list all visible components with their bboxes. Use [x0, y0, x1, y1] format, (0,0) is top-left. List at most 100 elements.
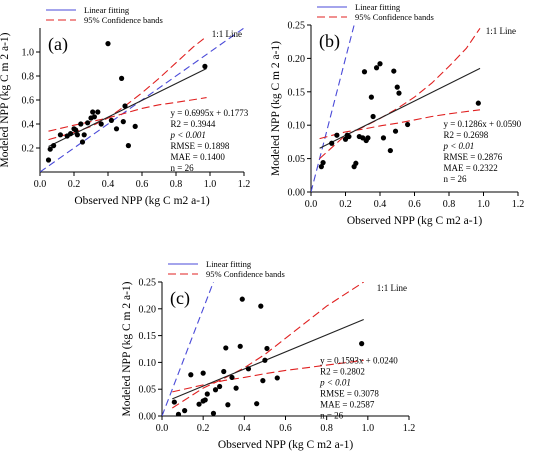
data-point — [475, 100, 481, 106]
one-to-one-line — [162, 282, 215, 416]
data-point — [329, 140, 335, 146]
y-axis-title: Modeled NPP (kg C m 2 a-1) — [0, 32, 11, 167]
data-point — [122, 103, 128, 109]
stat-line: R2 = 0.2802 — [320, 367, 365, 377]
data-point — [260, 378, 266, 384]
x-tick-label: 0.4 — [374, 199, 387, 210]
stat-line: R2 = 0.3944 — [171, 119, 216, 129]
x-tick-label: 1.0 — [477, 199, 490, 210]
y-tick-label: 0.6 — [22, 96, 35, 107]
x-tick-label: 0.8 — [443, 199, 456, 210]
legend-label-linear: Linear fitting — [84, 5, 130, 15]
y-tick-label: 0.4 — [22, 120, 35, 131]
data-point — [120, 119, 126, 125]
data-point — [182, 408, 188, 414]
confidence-band-upper — [319, 27, 481, 160]
data-point — [74, 132, 80, 138]
x-tick-label: 0.8 — [320, 423, 333, 434]
stat-line: p < 0.01 — [319, 378, 351, 388]
confidence-band-upper — [48, 35, 207, 141]
data-point — [239, 296, 245, 302]
y-tick-label: 0.15 — [139, 331, 157, 342]
data-point — [334, 132, 340, 138]
data-point — [396, 90, 402, 96]
y-axis-title: Modeled NPP (kg C m 2 a-1) — [270, 41, 282, 176]
x-tick-label: 1.0 — [204, 179, 217, 190]
one-to-one-label: 1:1 Line — [486, 26, 516, 36]
data-point — [90, 109, 96, 115]
data-point — [359, 341, 365, 347]
data-point — [132, 123, 138, 129]
chart-panel-3: 0.0 0.2 0.4 0.6 0.8 1.0 1.2 0.00 0.05 0.10 0.15 0.2… — [121, 259, 416, 451]
data-point — [353, 160, 359, 166]
y-axis-title: Modeled NPP (kg C m 2 a-1) — [121, 281, 133, 416]
x-tick-label: 0.0 — [156, 423, 169, 434]
one-to-one-label: 1:1 Line — [212, 29, 242, 39]
stat-line: n = 26 — [320, 411, 344, 421]
x-tick-label: 0.0 — [34, 179, 47, 190]
plot-content — [162, 282, 365, 416]
data-point — [113, 126, 120, 132]
stat-line: p < 0.01 — [442, 141, 474, 151]
y-tick-label: 0.10 — [139, 358, 157, 369]
one-to-one-label: 1:1 Line — [377, 283, 407, 293]
data-point — [47, 146, 53, 152]
data-point — [361, 69, 368, 75]
x-tick-label: 1.2 — [403, 423, 416, 434]
data-point — [105, 41, 111, 47]
legend-label-bands: 95% Confidence bands — [84, 15, 163, 25]
data-point — [223, 345, 229, 351]
legend-label-linear: Linear fitting — [355, 2, 401, 12]
x-tick-label: 1.2 — [238, 179, 251, 190]
data-point — [237, 343, 243, 349]
stat-line: p < 0.001 — [170, 130, 206, 140]
x-tick-label: 0.2 — [68, 179, 81, 190]
y-tick-label: 0.05 — [139, 385, 157, 396]
x-axis-title: Observed NPP (kg C m2 a-1) — [347, 215, 482, 227]
stat-line: RMSE = 0.3078 — [320, 389, 379, 399]
data-point — [78, 121, 84, 127]
chart-panel-2: 0.0 0.2 0.4 0.6 0.8 1.0 1.2 0.00 0.05 0.10 0.15 0.2… — [270, 2, 524, 227]
data-point — [229, 374, 235, 381]
data-point — [68, 131, 74, 137]
data-point — [210, 410, 217, 416]
data-point — [318, 164, 324, 170]
x-tick-label: 0.2 — [197, 423, 210, 434]
stat-line: y = 0.1593x + 0.0240 — [320, 356, 398, 366]
panel-label: (c) — [170, 288, 190, 309]
y-tick-label: 0.25 — [139, 278, 157, 289]
x-tick-label: 0.0 — [305, 199, 318, 210]
stat-line: n = 26 — [443, 174, 467, 184]
data-point — [79, 139, 86, 145]
data-point — [365, 135, 371, 141]
data-point — [370, 113, 376, 120]
data-point — [394, 84, 400, 90]
data-point — [233, 385, 239, 391]
data-point — [196, 401, 202, 407]
panel-label: (a) — [48, 34, 68, 55]
stat-line: MAE = 0.2587 — [320, 400, 375, 410]
stat-line: MAE = 0.2322 — [443, 163, 497, 173]
y-tick-label: 0.15 — [288, 87, 306, 98]
stat-line: y = 0.6995x + 0.1773 — [171, 108, 249, 118]
plot-content — [311, 25, 481, 192]
data-point — [225, 402, 231, 408]
x-tick-label: 1.0 — [362, 423, 375, 434]
x-tick-label: 0.4 — [102, 179, 115, 190]
y-tick-label: 0.00 — [139, 412, 157, 423]
data-point — [119, 75, 125, 81]
legend-label-linear: Linear fitting — [206, 259, 252, 269]
y-tick-label: 0.10 — [288, 121, 306, 132]
y-tick-label: 0.20 — [139, 304, 157, 315]
data-point — [91, 114, 97, 120]
stat-line: n = 26 — [171, 163, 195, 173]
data-point — [368, 94, 374, 100]
y-tick-label: 0.05 — [288, 154, 306, 165]
data-point — [57, 132, 64, 138]
stat-line: RMSE = 0.2876 — [443, 152, 502, 162]
data-point — [200, 370, 206, 376]
data-point — [202, 63, 208, 69]
y-tick-label: 1.0 — [22, 48, 35, 59]
y-tick-label: 0.25 — [288, 21, 306, 32]
